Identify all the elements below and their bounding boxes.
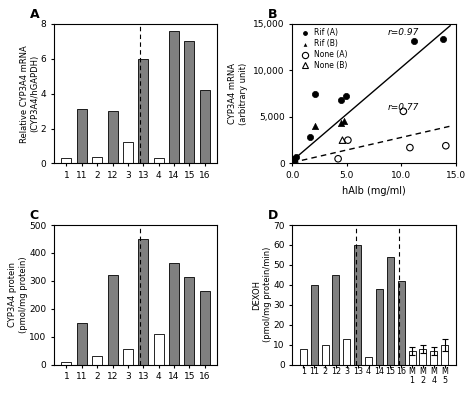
Point [337,120,345,127]
Text: A: A [29,8,39,21]
Bar [441,345,448,365]
Point [290,159,297,165]
Point [338,137,346,143]
Bar [77,109,87,163]
Bar [310,285,318,365]
Text: C: C [29,209,39,222]
Point [290,159,297,165]
Bar [184,41,194,163]
Bar [184,277,194,365]
Point [291,159,298,165]
Text: B: B [268,8,277,21]
Point [340,118,347,124]
Point [406,145,414,151]
Bar [365,356,372,365]
Bar [354,245,361,365]
Bar [169,263,179,365]
Point [311,90,319,97]
Bar [419,349,427,365]
Bar [300,349,307,365]
Bar [332,275,339,365]
Text: r=0.97: r=0.97 [388,28,419,37]
Point [289,160,297,166]
Text: r=0.77: r=0.77 [388,103,419,112]
Bar [321,345,328,365]
Bar [77,323,87,365]
Bar [200,90,210,163]
Bar [398,281,405,365]
Bar [409,351,416,365]
Point [289,160,297,166]
Bar [200,290,210,365]
Bar [343,339,350,365]
Bar [154,334,164,365]
Bar [169,31,179,163]
Bar [92,356,102,365]
Point [439,36,447,42]
Point [344,137,352,143]
Text: D: D [268,209,278,222]
Bar [62,158,72,163]
Bar [430,351,438,365]
Point [306,134,314,141]
Point [400,108,407,114]
Y-axis label: CYP3A4 protein
(pmol/mg protein): CYP3A4 protein (pmol/mg protein) [9,257,28,333]
Bar [92,157,102,163]
Bar [387,257,394,365]
Point [290,156,298,162]
Point [290,159,297,165]
Point [410,37,418,44]
Bar [123,143,133,163]
Point [334,156,342,162]
Point [311,123,319,129]
Bar [62,362,72,365]
Y-axis label: Relative CYP3A4 mRNA
(CYP3A4/hGAPDH): Relative CYP3A4 mRNA (CYP3A4/hGAPDH) [20,45,39,143]
Bar [138,239,148,365]
Bar [108,275,118,365]
Bar [138,59,148,163]
Point [291,160,298,166]
X-axis label: hAlb (mg/ml): hAlb (mg/ml) [342,185,406,196]
Y-axis label: CYP3A4 mRNA
(arbitrary unit): CYP3A4 mRNA (arbitrary unit) [228,62,248,125]
Bar [108,111,118,163]
Bar [376,289,383,365]
Bar [154,158,164,163]
Legend: Rif (A), Rif (B), None (A), None (B): Rif (A), Rif (B), None (A), None (B) [296,28,348,71]
Point [290,158,297,164]
Point [442,143,450,149]
Point [291,158,298,165]
Point [292,154,300,160]
Y-axis label: DEXOH
(pmol/mg protein/min): DEXOH (pmol/mg protein/min) [253,247,272,342]
Point [342,93,349,99]
Bar [123,349,133,365]
Point [337,97,345,103]
